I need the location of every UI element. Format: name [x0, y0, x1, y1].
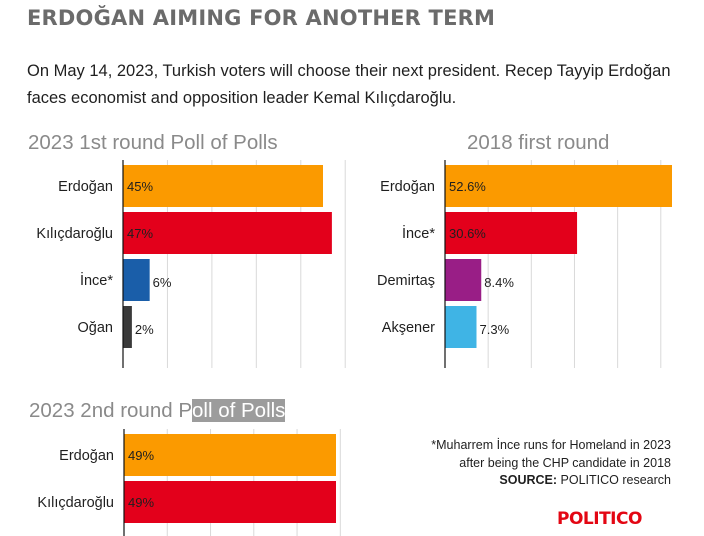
category-label-2023-first-ince: İnce* — [80, 271, 113, 289]
category-label-2018-first-ince: İnce* — [402, 224, 435, 242]
category-label-2018-first-aksener: Akşener — [382, 320, 435, 336]
category-label-2023-first-ogan: Oğan — [78, 320, 113, 336]
value-label-2023-first-kilicdaroglu: 47% — [127, 226, 153, 241]
category-label-2023-second-erdogan: Erdoğan — [59, 448, 114, 464]
category-label-2023-first-kilicdaroglu: Kılıçdaroğlu — [36, 226, 113, 242]
source-text: POLITICO research — [557, 473, 671, 487]
panel-title-2018-first-round: 2018 first round — [467, 131, 610, 154]
bar-2023-second-kilicdaroglu — [124, 481, 336, 523]
footnote-line-1: *Muharrem İnce runs for Homeland in 2023 — [431, 438, 671, 452]
value-label-2023-first-ince: 6% — [153, 275, 172, 290]
panel-title-2023-first-round: 2023 1st round Poll of Polls — [28, 131, 278, 154]
bar-2023-first-ince — [123, 259, 150, 301]
value-label-2023-second-erdogan: 49% — [128, 448, 154, 463]
bar-2023-first-erdogan — [123, 165, 323, 207]
value-label-2023-second-kilicdaroglu: 49% — [128, 495, 154, 510]
chart-2023-first-round: Erdoğan 45% Kılıçdaroğlu 47% İnce* 6% Oğan 2% — [36, 160, 346, 368]
footnote-line-2: after being the CHP candidate in 2018 — [459, 455, 671, 470]
value-label-2018-first-aksener: 7.3% — [480, 322, 510, 337]
value-label-2023-first-ogan: 2% — [135, 322, 154, 337]
panel-title-2023-second-round-plain: 2023 2nd round P — [29, 399, 192, 422]
value-label-2023-first-erdogan: 45% — [127, 179, 153, 194]
value-label-2018-first-erdogan: 52.6% — [449, 179, 486, 194]
source-line: SOURCE: POLITICO research — [431, 472, 671, 490]
source-label: SOURCE: — [499, 473, 558, 487]
category-label-2023-first-erdogan: Erdoğan — [58, 179, 113, 195]
bar-2023-first-ogan — [123, 306, 132, 348]
bar-2018-first-erdogan — [445, 165, 672, 207]
category-label-2018-first-erdogan: Erdoğan — [380, 179, 435, 195]
panel-title-2023-second-round-highlight: oll of Polls — [192, 399, 286, 422]
bar-2018-first-ince — [445, 212, 578, 254]
page-subtitle: On May 14, 2023, Turkish voters will cho… — [27, 62, 671, 107]
bar-2023-first-kilicdaroglu — [123, 212, 332, 254]
footnote: *Muharrem İnce runs for Homeland in 2023… — [431, 437, 671, 490]
page-title: ERDOĞAN AIMING FOR ANOTHER TERM — [27, 6, 496, 30]
chart-2018-first-round: Erdoğan 52.6% İnce* 30.6% Demirtaş 8.4% Akşene… — [377, 160, 672, 368]
chart-2023-second-round: Erdoğan 49% Kılıçdaroğlu 49% — [37, 429, 341, 536]
bar-2018-first-aksener — [445, 306, 477, 348]
bar-2023-second-erdogan — [124, 434, 336, 476]
value-label-2018-first-ince: 30.6% — [449, 226, 486, 241]
category-label-2018-first-demirtas: Demirtaş — [377, 273, 435, 289]
panel-title-2023-second-round: 2023 2nd round Poll of Polls — [29, 399, 286, 423]
bar-2018-first-demirtas — [445, 259, 482, 301]
value-label-2018-first-demirtas: 8.4% — [484, 275, 514, 290]
politico-logo: POLITICO — [557, 509, 642, 529]
category-label-2023-second-kilicdaroglu: Kılıçdaroğlu — [37, 495, 114, 511]
